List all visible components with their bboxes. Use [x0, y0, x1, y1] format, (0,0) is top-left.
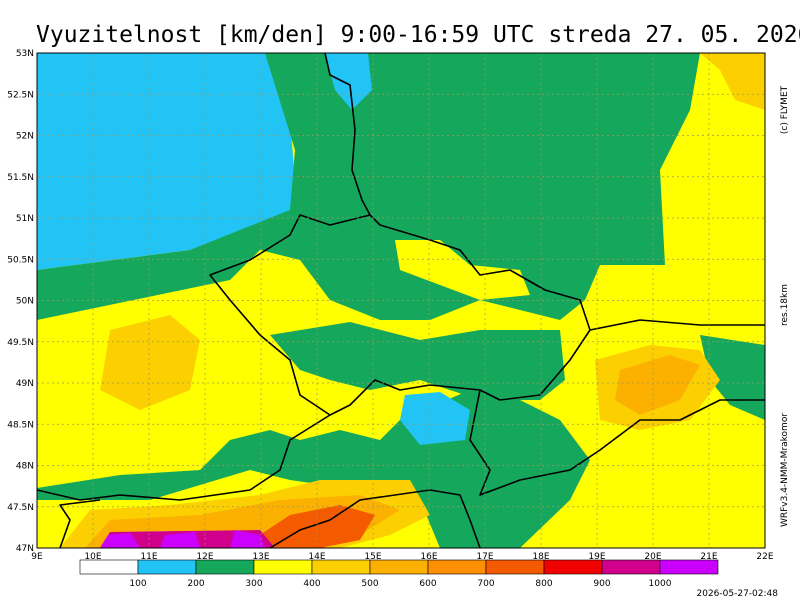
- lon-label: 18E: [532, 552, 549, 562]
- graticule: [37, 53, 765, 548]
- lon-label: 12E: [196, 552, 213, 562]
- country-border: [589, 319, 765, 331]
- timestamp: 2026-05-27-02:48: [697, 589, 779, 599]
- colorbar-swatch: [137, 559, 197, 575]
- copyright: (c) FLYMET: [780, 85, 790, 134]
- colorbar-label: 100: [129, 579, 146, 589]
- colorbar-label: 500: [361, 579, 378, 589]
- lon-label: 19E: [588, 552, 605, 562]
- colorbar-swatch: [659, 559, 719, 575]
- colorbar-label: 800: [535, 579, 552, 589]
- lat-label: 49N: [16, 379, 34, 389]
- colorbar-label: 700: [477, 579, 494, 589]
- country-border: [36, 414, 331, 501]
- lat-label: 50.5N: [7, 255, 34, 265]
- map-frame: [36, 52, 766, 549]
- colorbar-label: 200: [187, 579, 204, 589]
- colorbar-swatch: [427, 559, 487, 575]
- lat-label: 47.5N: [7, 503, 34, 513]
- lon-label: 17E: [476, 552, 493, 562]
- field-region: [160, 532, 200, 548]
- colorbar-label: 600: [419, 579, 436, 589]
- colorbar-label: 400: [303, 579, 320, 589]
- model-name: WRFv3.4-NMM-Mrakomor: [780, 413, 790, 527]
- field-region: [700, 335, 765, 420]
- lat-label: 48.5N: [7, 420, 34, 430]
- field-region: [615, 355, 700, 415]
- lon-label: 22E: [756, 552, 773, 562]
- colorbar-swatch: [485, 559, 545, 575]
- country-border: [209, 52, 591, 416]
- lon-label: 14E: [308, 552, 325, 562]
- colorbar-swatch: [79, 559, 139, 575]
- lon-label: 9E: [31, 552, 43, 562]
- map-title: Vyuzitelnost [km/den] 9:00-16:59 UTC str…: [36, 22, 800, 48]
- country-border: [59, 499, 101, 549]
- colorbar-swatch: [253, 559, 313, 575]
- country-border: [269, 489, 481, 549]
- lat-label: 47N: [16, 544, 34, 554]
- lat-label: 52.5N: [7, 90, 34, 100]
- lon-label: 13E: [252, 552, 269, 562]
- colorbar-swatch: [543, 559, 603, 575]
- country-border: [469, 389, 765, 496]
- field-region: [37, 53, 295, 270]
- lon-label: 16E: [420, 552, 437, 562]
- lat-label: 51N: [16, 214, 34, 224]
- lat-label: 48N: [16, 462, 34, 472]
- field-region: [230, 530, 265, 548]
- map: [36, 52, 765, 549]
- lat-label: 49.5N: [7, 338, 34, 348]
- colorbar-swatch: [369, 559, 429, 575]
- lat-label: 51.5N: [7, 173, 34, 183]
- field-region: [100, 315, 200, 410]
- field-region: [700, 53, 765, 110]
- lat-label: 50N: [16, 297, 34, 307]
- lon-label: 11E: [140, 552, 157, 562]
- resolution: res.18km: [780, 284, 790, 326]
- colorbar-label: 1000: [649, 579, 672, 589]
- colorbar-swatch: [601, 559, 661, 575]
- field-region: [240, 505, 375, 548]
- lat-label: 53N: [16, 49, 34, 59]
- lon-label: 20E: [644, 552, 661, 562]
- colorbar-label: 900: [593, 579, 610, 589]
- colorbar-swatch: [195, 559, 255, 575]
- lon-label: 10E: [84, 552, 101, 562]
- field-region: [37, 53, 700, 320]
- lon-label: 15E: [364, 552, 381, 562]
- colorbar-label: 300: [245, 579, 262, 589]
- lon-label: 21E: [700, 552, 717, 562]
- field-region: [100, 533, 140, 548]
- lat-label: 52N: [16, 132, 34, 142]
- field-region: [325, 53, 372, 110]
- field-region: [400, 392, 470, 445]
- colorbar-swatch: [311, 559, 371, 575]
